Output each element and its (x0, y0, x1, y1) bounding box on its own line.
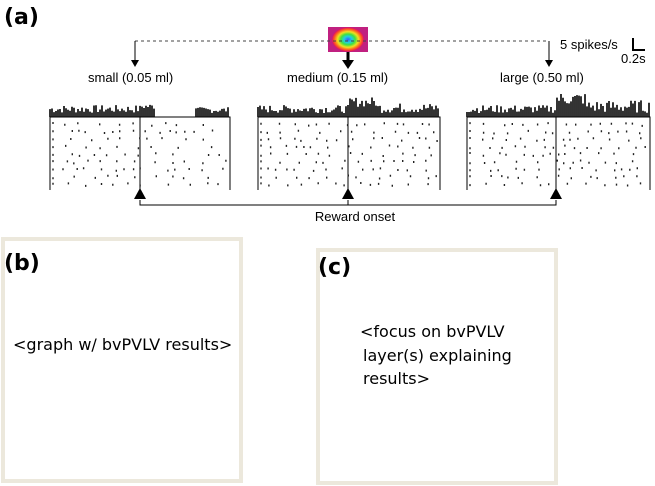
arrow-head (545, 60, 553, 67)
scale-time: 0.2s (621, 51, 646, 66)
placeholder: <graph w/ bvPVLV results> (13, 335, 232, 354)
scale-rate: 5 spikes/s (560, 37, 618, 52)
condition-label: large (0.50 ml) (500, 70, 584, 85)
onset-marker (342, 188, 354, 199)
placeholder-line: <focus on bvPVLV (360, 322, 505, 341)
placeholder-line: layer(s) explaining (363, 346, 512, 365)
raster-frame (49, 116, 231, 190)
onset-bracket (139, 200, 557, 206)
panel-label: (a) (4, 5, 39, 30)
panel-c-frame (316, 248, 558, 485)
arrows (131, 41, 553, 69)
event-label: Reward onset (315, 209, 396, 224)
histogram (49, 104, 229, 117)
rasters (49, 93, 651, 199)
placeholder-line: results> (363, 369, 430, 388)
panel-b-frame (1, 237, 243, 483)
condition-label: medium (0.15 ml) (287, 70, 388, 85)
histogram (466, 93, 650, 117)
stimulus-rings (332, 27, 364, 52)
arrow-head (342, 60, 354, 69)
panel-label: (b) (4, 251, 40, 276)
raster-frame (257, 116, 441, 190)
histogram (257, 97, 439, 117)
condition-label: small (0.05 ml) (88, 70, 173, 85)
onset-marker (134, 188, 146, 199)
spikes (469, 122, 646, 187)
arrow-head (131, 60, 139, 67)
spikes (52, 122, 227, 187)
spikes (260, 122, 438, 187)
panel-label: (c) (318, 255, 351, 280)
onset-marker (550, 188, 562, 199)
scale-bar (632, 38, 645, 51)
